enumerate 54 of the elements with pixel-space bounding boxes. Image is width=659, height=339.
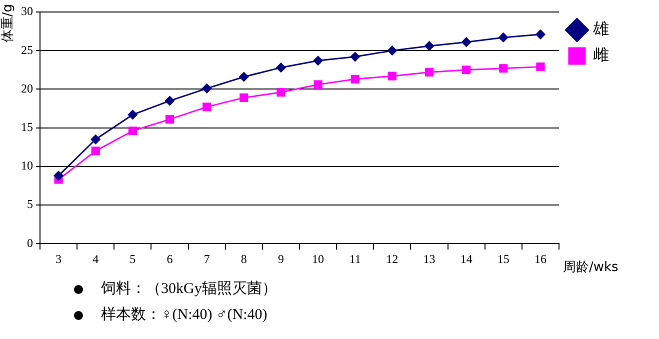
y-tick-label: 20 xyxy=(21,81,33,96)
point xyxy=(128,126,137,136)
point xyxy=(202,84,212,94)
point xyxy=(239,72,249,82)
y-axis-title: 体重/g xyxy=(0,4,16,43)
point xyxy=(276,88,286,97)
point xyxy=(314,80,322,89)
x-axis-title: 周龄/wks xyxy=(563,260,619,275)
x-tick-label: 7 xyxy=(204,252,210,266)
x-tick-label: 8 xyxy=(240,252,247,266)
x-tick-label: 10 xyxy=(312,252,324,266)
point xyxy=(202,102,212,112)
point xyxy=(498,32,508,42)
x-tick-label: 5 xyxy=(130,252,136,266)
point xyxy=(54,170,64,180)
x-tick-label: 9 xyxy=(278,252,284,266)
x-tick-label: 16 xyxy=(534,252,546,266)
point xyxy=(499,64,508,73)
point xyxy=(462,37,472,47)
point xyxy=(350,52,360,62)
point xyxy=(276,62,286,72)
x-tick-label: 11 xyxy=(349,252,361,266)
y-tick-label: 25 xyxy=(21,42,33,57)
point xyxy=(313,56,323,66)
point xyxy=(536,30,546,40)
text: 样本数：♀(N:40) ♂(N:40) xyxy=(101,306,268,325)
point xyxy=(536,62,545,72)
y-tick-label: 10 xyxy=(21,158,33,173)
point xyxy=(388,72,396,80)
point xyxy=(387,46,397,56)
y-tick-label: 15 xyxy=(21,120,33,134)
x-tick-label: 13 xyxy=(423,252,436,266)
x-tick-label: 14 xyxy=(460,252,472,266)
point xyxy=(240,93,248,102)
text: 饲料：（30kGy辐照灭菌） xyxy=(101,280,277,299)
legend-label: 雄 xyxy=(592,19,609,38)
y-tick-label: 0 xyxy=(27,236,33,250)
y-tick-label: 30 xyxy=(21,4,33,18)
x-tick-label: 12 xyxy=(386,252,398,266)
point xyxy=(90,134,100,144)
x-tick-label: 6 xyxy=(166,252,173,266)
point xyxy=(128,110,138,120)
point xyxy=(91,146,100,156)
x-tick-label: 4 xyxy=(92,252,99,266)
y-tick-label: 5 xyxy=(27,197,33,212)
point xyxy=(462,66,471,74)
x-tick-label: 15 xyxy=(497,252,510,266)
x-tick-label: 3 xyxy=(56,252,62,266)
point xyxy=(424,41,434,51)
legend-label: 雌 xyxy=(593,45,609,64)
point xyxy=(165,115,174,124)
point xyxy=(350,74,360,84)
point xyxy=(165,96,174,106)
point xyxy=(424,68,434,76)
